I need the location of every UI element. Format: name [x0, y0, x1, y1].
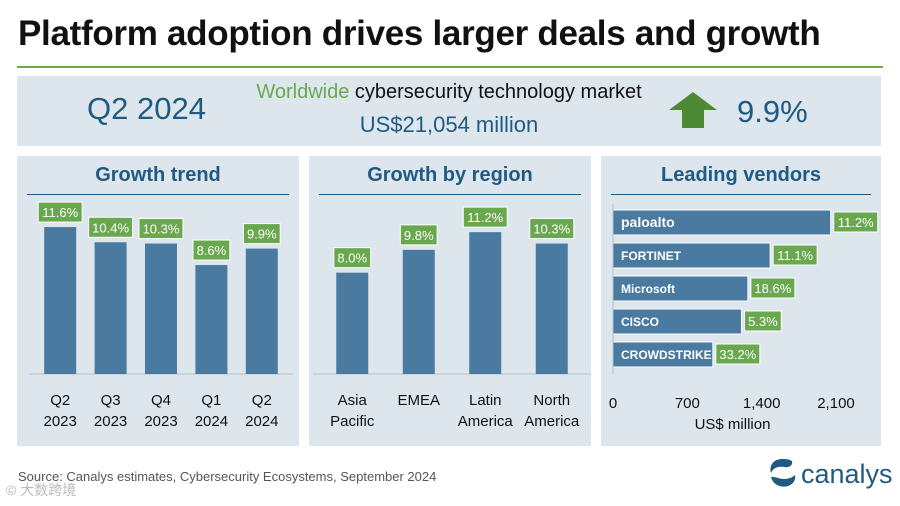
vendor-x-tick-label: 700 [675, 395, 700, 412]
growth-by-region-data-label-box [333, 247, 372, 269]
growth-trend-tick-label: 2023 [44, 413, 77, 430]
growth-by-region-data-label-box [529, 218, 575, 240]
growth-by-region-tick-label: Asia [338, 392, 368, 409]
vendor-x-tick-label: 0 [609, 395, 617, 412]
summary-market-value: US$21,054 million [359, 112, 539, 137]
growth-by-region-data-label: 11.2% [467, 210, 503, 225]
growth-trend-bar [195, 265, 228, 374]
growth-by-region-data-label: 8.0% [337, 251, 367, 266]
growth-by-region-tick-label: Latin [469, 392, 502, 409]
growth-by-region-data-label-box [399, 224, 438, 246]
growth-trend-data-label-box [88, 216, 134, 238]
growth-by-region-tick-label: Pacific [330, 413, 375, 430]
growth-trend-title: Growth trend [95, 164, 221, 186]
vendor-name-label: Microsoft [621, 282, 675, 296]
vendor-data-label: 18.6% [754, 281, 791, 296]
vendor-bar [612, 209, 832, 236]
vendor-name-label: FORTINET [621, 249, 682, 263]
vendor-name-label: paloalto [621, 214, 675, 230]
panel-rule [319, 194, 581, 195]
leading-vendors-panel: Leading vendors paloalto 11.2% FORTINET 11.… [601, 156, 881, 446]
vendor-data-label-box [715, 343, 761, 365]
growth-trend-tick-label: Q3 [101, 392, 121, 409]
vendor-data-label-box [743, 310, 782, 332]
vendor-data-label-box [833, 211, 879, 233]
vendor-bar [612, 242, 771, 269]
growth-trend-tick-label: Q2 [252, 392, 272, 409]
growth-trend-bar [245, 248, 278, 374]
growth-trend-bar [145, 243, 177, 374]
growth-by-region-tick-label: America [458, 413, 514, 430]
vendor-x-tick-label: 1,400 [743, 395, 781, 412]
growth-trend-bar [94, 242, 127, 374]
vendor-bar [612, 341, 714, 368]
growth-by-region-bar [469, 232, 502, 374]
growth-trend-data-label: 11.6% [42, 205, 78, 220]
summary-market-label: Worldwide cybersecurity technology marke… [249, 81, 649, 104]
vendor-name-label: CROWDSTRIKE [621, 348, 712, 362]
growth-trend-data-label: 8.6% [197, 243, 227, 258]
growth-trend-tick-label: 2024 [245, 413, 278, 430]
growth-by-region-tick-label: North [533, 392, 570, 409]
vendor-data-label-box [772, 244, 818, 266]
growth-by-region-tick-label: EMEA [397, 392, 440, 409]
growth-trend-tick-label: 2023 [94, 413, 127, 430]
canalys-logo-icon [770, 459, 796, 487]
growth-trend-bar [44, 227, 77, 374]
growth-trend-tick-label: 2024 [195, 413, 228, 430]
vendor-x-axis-label: US$ million [695, 416, 771, 433]
leading-vendors-title: Leading vendors [660, 164, 822, 186]
vendor-x-tick-label: 2,100 [817, 395, 855, 412]
vendor-data-label-box [750, 277, 796, 299]
growth-by-region-panel: Growth by region 8.0% Asia Pacific 9.8% EMEA… [309, 156, 591, 446]
growth-trend-data-label-box [138, 218, 184, 240]
growth-trend-tick-label: 2023 [144, 413, 177, 430]
vendor-data-label: 5.3% [748, 314, 778, 329]
growth-trend-data-label: 10.3% [143, 222, 180, 237]
panel-rule [611, 194, 871, 195]
growth-by-region-data-label: 10.3% [533, 222, 570, 237]
growth-by-region-bar [336, 272, 369, 374]
watermark: © 大数跨境 [6, 482, 77, 498]
summary-quarter: Q2 2024 [87, 91, 206, 126]
vendor-data-label: 33.2% [719, 347, 756, 362]
growth-trend-data-label: 10.4% [92, 220, 129, 235]
vendor-data-label: 11.2% [838, 215, 874, 230]
vendor-bar [612, 275, 749, 302]
up-arrow-icon [669, 92, 717, 128]
canalys-logo-text: canalys [801, 459, 893, 489]
growth-trend-tick-label: Q4 [151, 392, 171, 409]
summary-market-rest: cybersecurity technology market [349, 81, 642, 103]
summary-market-prefix: Worldwide [256, 81, 350, 103]
growth-trend-tick-label: Q1 [201, 392, 221, 409]
growth-by-region-chart: 8.0% Asia Pacific 9.8% EMEA 11.2% Latin America… [313, 206, 591, 430]
growth-trend-tick-label: Q2 [50, 392, 70, 409]
growth-trend-data-label: 9.9% [247, 227, 277, 242]
growth-by-region-title: Growth by region [367, 164, 533, 186]
page-title: Platform adoption drives larger deals an… [18, 14, 821, 53]
growth-trend-chart: 11.6% Q2 2023 10.4% Q3 2023 10.3% Q4 2023 8.6% Q1 2… [29, 201, 293, 430]
growth-trend-data-label-box [242, 223, 281, 245]
source-note: Source: Canalys estimates, Cybersecurity… [18, 469, 437, 484]
title-rule [17, 66, 883, 68]
growth-by-region-data-label: 9.8% [404, 228, 434, 243]
vendor-name-label: CISCO [621, 315, 659, 329]
leading-vendors-chart: paloalto 11.2% FORTINET 11.1% Microsoft 18.6%… [609, 204, 879, 433]
growth-by-region-bar [402, 249, 435, 374]
panel-rule [27, 194, 289, 195]
growth-trend-data-label-box [192, 239, 231, 261]
growth-trend-panel: Growth trend 11.6% Q2 2023 10.4% Q3 2023 10.3%… [17, 156, 299, 446]
growth-by-region-tick-label: America [524, 413, 580, 430]
summary-growth: 9.9% [737, 94, 808, 129]
market-summary-banner: Q2 2024 Worldwide cybersecurity technolo… [17, 76, 881, 146]
vendor-data-label: 11.1% [777, 248, 813, 263]
growth-by-region-data-label-box [462, 206, 508, 228]
growth-by-region-bar [535, 243, 568, 374]
growth-trend-data-label-box [37, 201, 83, 223]
